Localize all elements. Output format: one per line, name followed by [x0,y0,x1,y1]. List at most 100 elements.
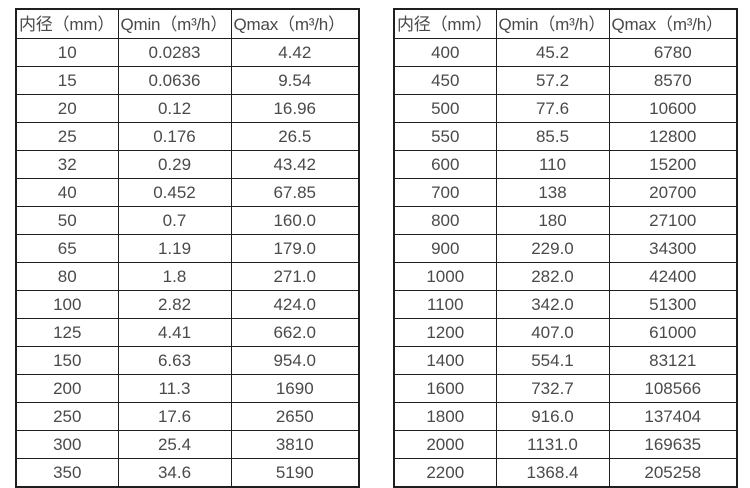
table-row: 80 1.8 271.0 [15,262,360,291]
data-cell: 500 [393,94,497,123]
data-cell: 27100 [608,206,738,235]
data-cell: 20700 [608,178,738,207]
table-row: 10 0.0283 4.42 [15,38,360,67]
data-cell: 169635 [608,430,738,459]
table-row: 200 11.3 1690 [15,374,360,403]
data-cell: 0.12 [117,94,232,123]
data-cell: 954.0 [230,346,360,375]
table-row: 450 57.2 8570 [393,66,738,95]
data-cell: 20 [15,94,119,123]
data-cell: 10 [15,38,119,67]
table-row: 25 0.176 26.5 [15,122,360,151]
data-cell: 65 [15,234,119,263]
data-cell: 51300 [608,290,738,319]
data-cell: 2000 [393,430,497,459]
data-cell: 1100 [393,290,497,319]
data-cell: 83121 [608,346,738,375]
table-row: 1800 916.0 137404 [393,402,738,431]
data-cell: 342.0 [495,290,610,319]
data-cell: 662.0 [230,318,360,347]
data-cell: 110 [495,150,610,179]
data-cell: 10600 [608,94,738,123]
data-cell: 407.0 [495,318,610,347]
table-row: 800 180 27100 [393,206,738,235]
data-cell: 1.19 [117,234,232,263]
data-cell: 77.6 [495,94,610,123]
table-row: 1000 282.0 42400 [393,262,738,291]
data-cell: 61000 [608,318,738,347]
data-cell: 180 [495,206,610,235]
header-cell: Qmax（m³/h） [230,8,360,39]
data-cell: 4.42 [230,38,360,67]
data-cell: 6.63 [117,346,232,375]
data-cell: 15 [15,66,119,95]
data-cell: 732.7 [495,374,610,403]
data-cell: 15200 [608,150,738,179]
data-cell: 1200 [393,318,497,347]
data-cell: 108566 [608,374,738,403]
data-cell: 600 [393,150,497,179]
table-row: 125 4.41 662.0 [15,318,360,347]
data-cell: 300 [15,430,119,459]
data-cell: 282.0 [495,262,610,291]
data-cell: 8570 [608,66,738,95]
header-row: 内径（mm） Qmin（m³/h） Qmax（m³/h） [15,8,360,39]
data-cell: 67.85 [230,178,360,207]
table-row: 100 2.82 424.0 [15,290,360,319]
data-cell: 25 [15,122,119,151]
table-row: 2000 1131.0 169635 [393,430,738,459]
data-cell: 80 [15,262,119,291]
data-cell: 100 [15,290,119,319]
data-cell: 45.2 [495,38,610,67]
table-row: 1100 342.0 51300 [393,290,738,319]
data-cell: 50 [15,206,119,235]
data-cell: 700 [393,178,497,207]
table-row: 50 0.7 160.0 [15,206,360,235]
data-cell: 0.0636 [117,66,232,95]
table-row: 65 1.19 179.0 [15,234,360,263]
table-row: 32 0.29 43.42 [15,150,360,179]
flow-table-small-diameters: 内径（mm） Qmin（m³/h） Qmax（m³/h） 10 0.0283 4.42 15… [15,8,360,488]
data-cell: 0.7 [117,206,232,235]
table-row: 1200 407.0 61000 [393,318,738,347]
data-cell: 250 [15,402,119,431]
header-cell: Qmin（m³/h） [495,8,610,39]
data-cell: 25.4 [117,430,232,459]
data-cell: 271.0 [230,262,360,291]
table-row: 1600 732.7 108566 [393,374,738,403]
data-cell: 11.3 [117,374,232,403]
header-cell: Qmin（m³/h） [117,8,232,39]
table-row: 15 0.0636 9.54 [15,66,360,95]
data-cell: 1.8 [117,262,232,291]
data-cell: 137404 [608,402,738,431]
table-row: 900 229.0 34300 [393,234,738,263]
table-row: 400 45.2 6780 [393,38,738,67]
data-cell: 550 [393,122,497,151]
data-cell: 1690 [230,374,360,403]
data-cell: 26.5 [230,122,360,151]
data-cell: 43.42 [230,150,360,179]
data-cell: 2650 [230,402,360,431]
flow-table-large-diameters: 内径（mm） Qmin（m³/h） Qmax（m³/h） 400 45.2 6780 450… [393,8,738,488]
data-cell: 916.0 [495,402,610,431]
table-row: 300 25.4 3810 [15,430,360,459]
table-row: 500 77.6 10600 [393,94,738,123]
data-cell: 1600 [393,374,497,403]
table-row: 1400 554.1 83121 [393,346,738,375]
data-cell: 125 [15,318,119,347]
table-row: 250 17.6 2650 [15,402,360,431]
data-cell: 450 [393,66,497,95]
data-cell: 40 [15,178,119,207]
data-cell: 57.2 [495,66,610,95]
data-cell: 1000 [393,262,497,291]
data-cell: 2.82 [117,290,232,319]
header-cell: 内径（mm） [393,8,497,39]
data-cell: 400 [393,38,497,67]
data-cell: 800 [393,206,497,235]
table-row: 20 0.12 16.96 [15,94,360,123]
data-cell: 0.176 [117,122,232,151]
data-cell: 160.0 [230,206,360,235]
data-cell: 0.29 [117,150,232,179]
data-cell: 138 [495,178,610,207]
